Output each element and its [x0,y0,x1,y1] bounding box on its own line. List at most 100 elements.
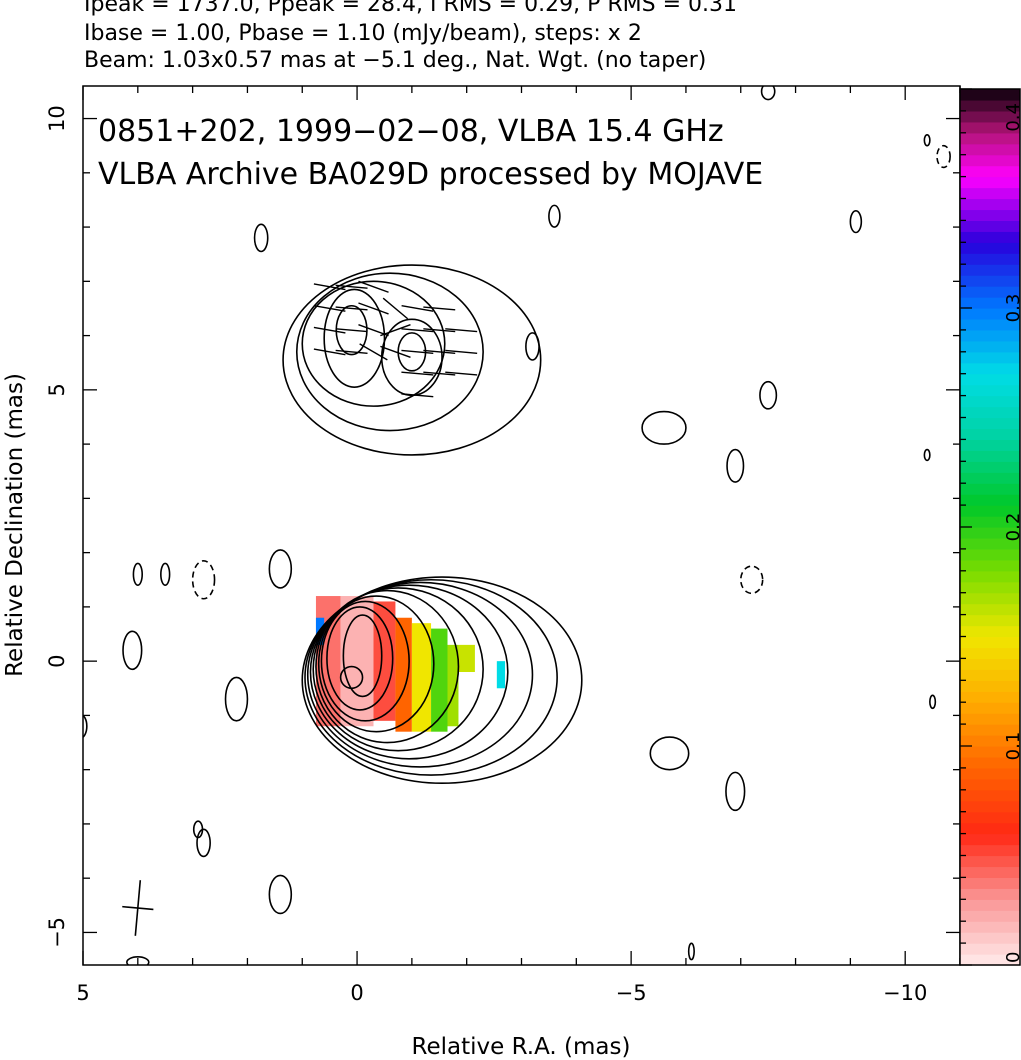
colorbar-band-27 [960,658,1020,670]
colorbar-band-60 [960,297,1020,309]
chart-subtitle: VLBA Archive BA029D processed by MOJAVE [98,157,763,192]
colorbar-band-75 [960,132,1020,145]
evpa-tick-23 [423,371,456,376]
evpa-tick-19 [401,393,434,398]
noise-contour-23 [268,874,293,915]
noise-contour-17 [83,714,88,739]
colorbar-band-18 [960,756,1020,769]
colorbar-band-74 [960,143,1020,156]
upper-contour-2 [323,288,386,388]
colorbar-band-46 [960,450,1020,462]
colorbar-band-5 [960,899,1020,911]
main-contour-1 [342,614,383,698]
colorbar-band-65 [960,242,1020,254]
pol-cell-1 [340,596,374,727]
beam-marker [122,880,154,936]
colorbar-band-58 [960,318,1020,331]
noise-contour-15 [122,630,143,671]
colorbar-band-57 [960,329,1020,342]
noise-contour-11 [160,562,171,586]
evpa-layer [313,280,478,398]
main-contour-6 [312,587,484,752]
colorbar-band-79 [960,89,1020,101]
colorbar-band-14 [960,800,1020,813]
evpa-tick-15 [401,304,434,312]
chart-title: 0851+202, 1999−02−08, VLBA 15.4 GHz [98,114,724,149]
main-contour-7 [309,584,509,760]
colorbar-band-12 [960,822,1020,835]
colorbar-band-61 [960,286,1020,298]
noise-contour-7 [641,410,687,445]
noise-contour-16 [224,676,249,722]
y-tick-label: 5 [45,383,69,396]
main-contour-2 [326,606,394,711]
colorbar-band-68 [960,209,1020,221]
evpa-tick-25 [445,349,478,354]
colorbar-band-69 [960,198,1020,211]
colorbar-band-7 [960,877,1020,889]
noise-contour-19 [649,736,690,771]
colorbar-band-41 [960,505,1020,517]
colorbar-band-34 [960,581,1020,594]
colorbar-band-10 [960,844,1020,857]
colorbar-band-22 [960,713,1020,725]
evpa-tick-0 [313,283,346,291]
noise-contour-5 [525,332,540,361]
colorbar-band-77 [960,110,1020,123]
evpa-tick-8 [358,280,389,293]
pol-cell-5 [431,628,448,732]
pol-cell-4 [411,623,432,732]
colorbar-band-50 [960,406,1020,419]
pol-cell-2 [373,601,396,721]
evpa-tick-18 [401,371,434,376]
colorbar-band-23 [960,702,1020,714]
colorbar-band-28 [960,647,1020,659]
colorbar-band-33 [960,592,1020,605]
pol-cell-3 [395,617,412,732]
colorbar-band-13 [960,811,1020,824]
y-tick-labels: −5 0 5 10 [45,105,69,948]
colorbar-tick-label: 0.4 [1003,103,1021,132]
noise-contour-18 [929,694,937,710]
header-line-2: Ibase = 1.00, Pbase = 1.10 (mJy/beam), s… [84,21,642,46]
upper-contour-0 [335,304,368,356]
main-contour-10 [301,576,583,785]
beam-minor-axis [122,905,154,911]
colorbar-band-16 [960,778,1020,791]
noise-contour-20 [725,771,746,812]
evpa-tick-17 [401,349,434,354]
noise-contour-6 [759,380,778,410]
colorbar-band-51 [960,395,1020,408]
main-contour-3 [320,600,410,722]
colorbar-band-3 [960,921,1020,933]
colorbar-band-71 [960,176,1020,189]
colorbar-band-56 [960,340,1020,353]
colorbar-band-52 [960,384,1020,397]
noise-contour-25 [126,956,150,965]
colorbar-band-72 [960,165,1020,178]
main-contour-4 [317,595,435,733]
noise-contour-8 [726,448,745,483]
colorbar-band-76 [960,121,1020,134]
colorbar-band-15 [960,789,1020,802]
noise-contour-0 [253,223,269,253]
upper-contour-5 [295,272,484,432]
colorbar-band-20 [960,735,1020,747]
noise-contour-4 [936,144,951,169]
x-tick-label: 5 [76,981,89,1005]
colorbar-band-64 [960,253,1020,265]
y-tick-label: −5 [45,917,69,948]
noise-contour-13 [268,549,293,589]
colorbar-tick-label: 0.1 [1003,732,1021,761]
colorbar-band-43 [960,483,1020,495]
evpa-tick-24 [445,328,478,333]
colorbar-tick-label: 0.2 [1003,513,1021,542]
colorbar-band-62 [960,275,1020,287]
colorbar-band-8 [960,866,1020,878]
evpa-tick-22 [423,349,456,354]
noise-contour-14 [739,565,764,595]
header-line-1: Ipeak = 1737.0, Ppeak = 28.4, I RMS = 0.… [84,0,737,17]
colorbar-band-29 [960,636,1020,649]
colorbar [960,89,1020,966]
